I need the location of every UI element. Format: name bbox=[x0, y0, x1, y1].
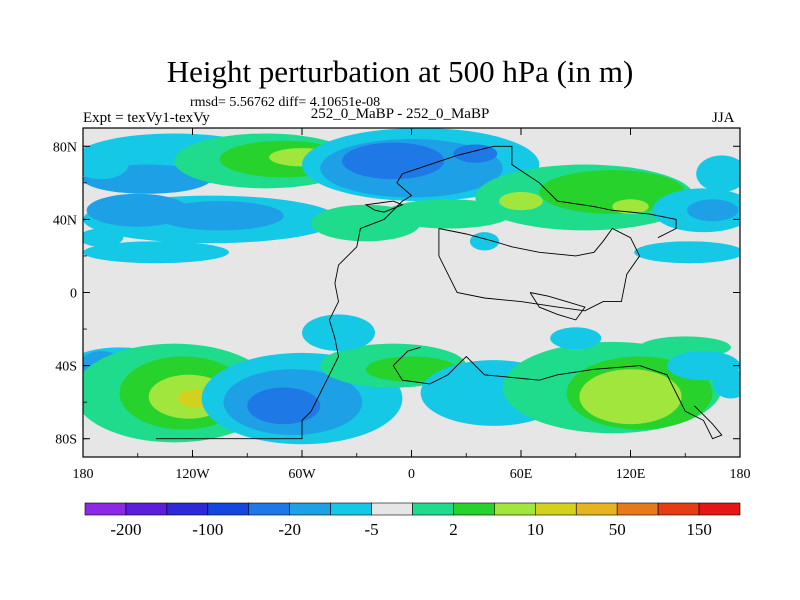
season-label: JJA bbox=[712, 110, 735, 126]
x-tick-label: 120E bbox=[616, 467, 646, 482]
colorbar-label: 2 bbox=[449, 520, 458, 539]
chart-title: Height perturbation at 500 hPa (in m) bbox=[166, 54, 634, 89]
colorbar-swatch bbox=[494, 502, 536, 516]
contour-blob bbox=[247, 387, 321, 425]
y-tick-label: 40S bbox=[55, 360, 77, 375]
stats-label: rmsd= 5.56762 diff= 4.10651e-08 bbox=[190, 95, 381, 110]
mask-outline bbox=[529, 292, 586, 321]
colorbar-swatch bbox=[412, 502, 454, 516]
colorbar-label: -200 bbox=[110, 520, 141, 539]
contour-blob bbox=[83, 149, 129, 180]
colorbar-label: -20 bbox=[278, 520, 301, 539]
y-tick-label: 80N bbox=[53, 140, 77, 155]
mask-outline bbox=[364, 200, 404, 213]
colorbar-swatch bbox=[166, 502, 209, 516]
mask-outline bbox=[438, 227, 641, 312]
colorbar-swatch bbox=[207, 502, 250, 516]
mask-outline bbox=[156, 145, 677, 440]
contour-blob bbox=[499, 191, 543, 211]
colorbar-swatch bbox=[84, 502, 127, 516]
contour-blob bbox=[302, 314, 375, 351]
x-tick-label: 0 bbox=[408, 467, 415, 482]
contour-blob bbox=[696, 155, 740, 192]
colorbar-swatch bbox=[575, 502, 618, 516]
colorbar-swatch bbox=[330, 502, 372, 516]
colorbar-swatch bbox=[698, 502, 741, 516]
contour-blob bbox=[550, 327, 602, 350]
colorbar: -200 -100 -20 -5 2 10 50 150 bbox=[84, 502, 741, 539]
colorbar-swatch bbox=[248, 502, 290, 516]
colorbar-swatch bbox=[657, 502, 700, 516]
contour-blob bbox=[687, 199, 739, 222]
contour-blob bbox=[83, 228, 124, 247]
colorbar-swatch bbox=[371, 502, 413, 516]
contour-field bbox=[83, 128, 740, 457]
colorbar-label: 50 bbox=[609, 520, 626, 539]
y-tick-label: 40N bbox=[53, 213, 77, 228]
colorbar-label: -5 bbox=[364, 520, 378, 539]
axes: 180 120W 60W 0 60E 120E 180 80N 40N 0 40S 80S bbox=[53, 128, 751, 482]
colorbar-swatch bbox=[125, 502, 168, 516]
experiment-label: Expt = texVy1-texVy bbox=[83, 110, 210, 126]
contour-blob bbox=[342, 142, 445, 180]
x-tick-label: 60W bbox=[288, 467, 316, 482]
x-tick-label: 120W bbox=[175, 467, 210, 482]
contour-blob bbox=[453, 144, 498, 163]
x-tick-label: 180 bbox=[73, 467, 94, 482]
x-tick-label: 180 bbox=[730, 467, 751, 482]
colorbar-swatch bbox=[453, 502, 495, 516]
y-tick-label: 0 bbox=[70, 287, 77, 302]
contour-blob bbox=[634, 241, 740, 264]
colorbar-label: 150 bbox=[686, 520, 712, 539]
contour-blob bbox=[83, 241, 229, 264]
colorbar-label: 10 bbox=[527, 520, 544, 539]
contour-blob bbox=[539, 170, 686, 214]
colorbar-swatch bbox=[289, 502, 331, 516]
colorbar-swatch bbox=[535, 502, 577, 516]
colorbar-swatch bbox=[616, 502, 659, 516]
contour-blob bbox=[579, 369, 682, 425]
land-mask-outline bbox=[156, 145, 723, 440]
x-tick-label: 60E bbox=[510, 467, 533, 482]
contour-blob bbox=[156, 201, 284, 231]
mask-outline bbox=[392, 346, 723, 440]
contour-blob bbox=[712, 369, 740, 399]
contour-blob bbox=[612, 199, 649, 214]
colorbar-label: -100 bbox=[192, 520, 223, 539]
case-label: 252_0_MaBP - 252_0_MaBP bbox=[310, 106, 490, 122]
y-tick-label: 80S bbox=[55, 433, 77, 448]
